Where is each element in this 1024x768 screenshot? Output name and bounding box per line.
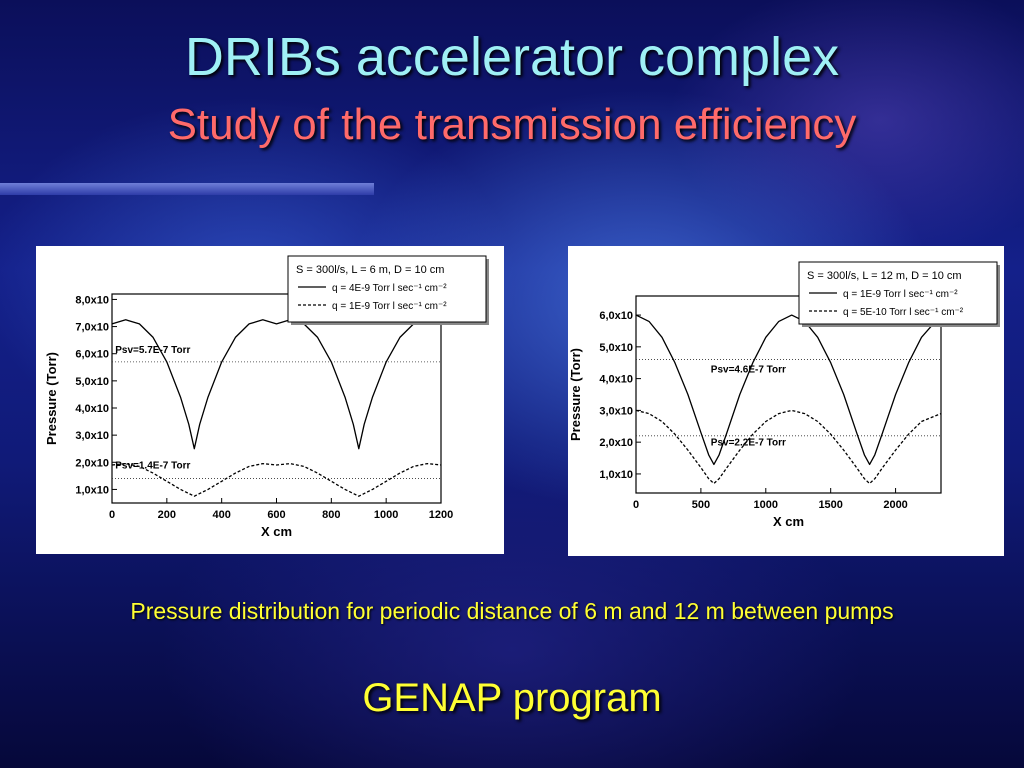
legend-box (798, 261, 998, 325)
x-tick-label: 200 (158, 509, 176, 521)
y-tick-label: 3,0x10 (75, 430, 109, 442)
x-axis-label: X cm (773, 514, 804, 529)
chart-12m: 0 500 1000 1500 2000 1,0x10 2,0x10 3,0x10 4,0x10… (568, 261, 1000, 529)
legend-entry: q = 1E-9 Torr l sec⁻¹ cm⁻² (843, 289, 958, 300)
x-tick-label: 600 (267, 509, 285, 521)
average-pressure-annotation: Psv=4.6E-7 Torr (711, 364, 786, 375)
y-tick-label: 4,0x10 (75, 403, 109, 415)
y-tick-label: 6,0x10 (75, 349, 109, 361)
y-tick-label: 2,0x10 (599, 437, 633, 449)
series-line-solid (635, 314, 942, 466)
x-tick-label: 1000 (374, 509, 398, 521)
y-tick-label: 4,0x10 (599, 374, 633, 386)
legend-header: S = 300l/s, L = 12 m, D = 10 cm (807, 270, 962, 282)
slide-subtitle: Study of the transmission efficiency (167, 100, 857, 149)
x-tick-label: 800 (322, 509, 340, 521)
series-line-dashed (111, 462, 442, 497)
figure-caption: Pressure distribution for periodic dista… (130, 598, 894, 624)
y-tick-label: 1,0x10 (599, 469, 633, 481)
x-tick-label: 2000 (883, 499, 907, 511)
average-pressure-annotation: Psv=5.7E-7 Torr (115, 345, 190, 356)
y-tick-label: 2,0x10 (75, 457, 109, 469)
y-axis-label: Pressure (Torr) (44, 352, 59, 445)
x-tick-label: 0 (633, 499, 639, 511)
legend-box (287, 255, 487, 323)
program-label: GENAP program (362, 676, 662, 720)
y-tick-label: 1,0x10 (75, 484, 109, 496)
x-tick-label: 0 (109, 509, 115, 521)
title-divider (0, 183, 374, 195)
x-tick-label: 1500 (818, 499, 842, 511)
x-tick-label: 1000 (754, 499, 778, 511)
x-tick-label: 400 (212, 509, 230, 521)
legend-entry: q = 1E-9 Torr l sec⁻¹ cm⁻² (332, 301, 447, 312)
x-axis-label: X cm (261, 524, 292, 539)
average-pressure-annotation: Psv=2.2E-7 Torr (711, 437, 786, 448)
legend-header: S = 300l/s, L = 6 m, D = 10 cm (296, 264, 444, 276)
legend-entry: q = 4E-9 Torr l sec⁻¹ cm⁻² (332, 283, 447, 294)
slide-title: DRIBs accelerator complex (184, 27, 840, 87)
series-line-solid (111, 319, 442, 450)
y-tick-label: 7,0x10 (75, 322, 109, 334)
series-line-dashed (635, 409, 942, 485)
x-tick-label: 500 (692, 499, 710, 511)
average-pressure-annotation: Psv=1.4E-7 Torr (115, 460, 190, 471)
plot-frame (635, 295, 942, 494)
y-tick-label: 8,0x10 (75, 294, 109, 306)
legend-entry: q = 5E-10 Torr l sec⁻¹ cm⁻² (843, 307, 964, 318)
y-axis-label: Pressure (Torr) (568, 348, 583, 441)
x-tick-label: 1200 (429, 509, 453, 521)
y-tick-label: 3,0x10 (599, 405, 633, 417)
y-tick-label: 6,0x10 (599, 310, 633, 322)
chart-6m: 0 200 400 600 800 1000 1200 1,0x10 2,0x10 3,0x10 4… (44, 255, 489, 539)
chart-panel-6m: 0 200 400 600 800 1000 1200 1,0x10 2,0x10 3,0x10 4… (36, 246, 504, 554)
chart-panel-12m: 0 500 1000 1500 2000 1,0x10 2,0x10 3,0x10 4,0x10… (568, 246, 1004, 556)
y-tick-label: 5,0x10 (75, 376, 109, 388)
y-tick-label: 5,0x10 (599, 342, 633, 354)
plot-frame (111, 293, 442, 504)
